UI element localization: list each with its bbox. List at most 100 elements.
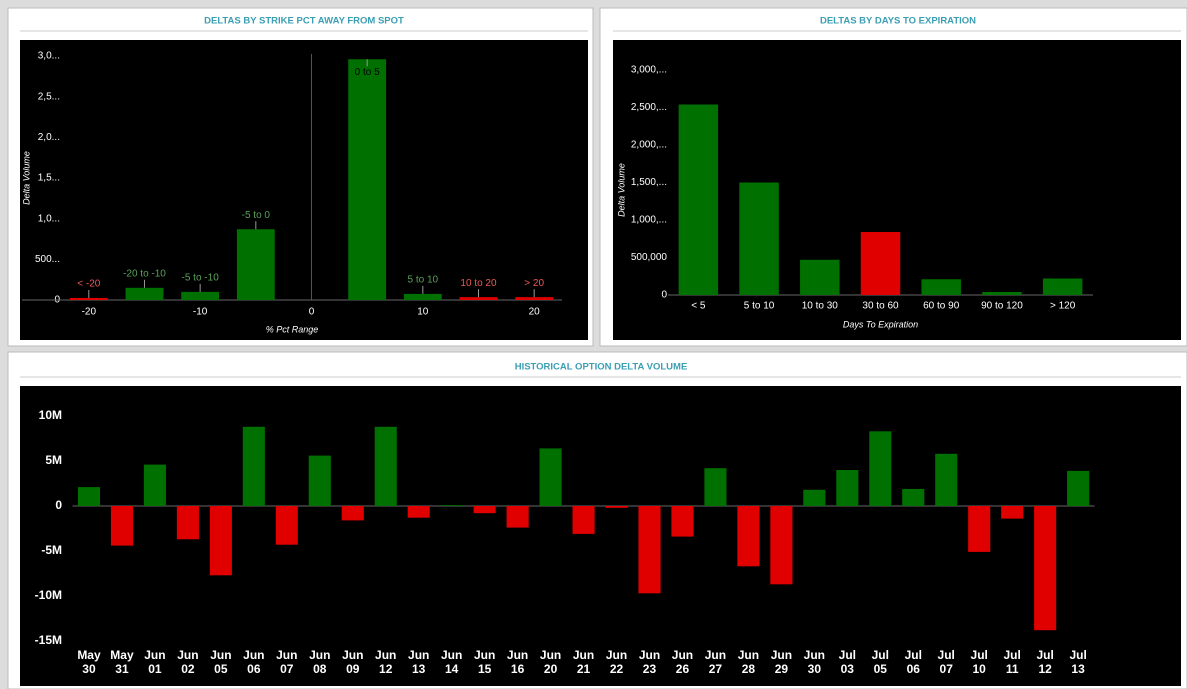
x-tick-label: Jun 21: [572, 648, 595, 676]
x-tick-label: Jun 06: [243, 648, 265, 676]
x-tick-label: Jun 30: [803, 648, 826, 676]
y-tick-label: -10M: [35, 588, 62, 602]
y-axis-label: Delta Volume: [616, 163, 626, 217]
y-tick-label: 2,500,...: [631, 102, 667, 113]
bar: [921, 279, 961, 295]
x-tick-label: May 30: [77, 648, 101, 676]
x-tick-label: Jun 13: [408, 648, 430, 676]
bar: [739, 182, 779, 295]
x-axis-label: Days To Expiration: [843, 319, 918, 329]
bar: [572, 506, 595, 534]
bar-label: -5 to -10: [182, 273, 220, 284]
panel-title: HISTORICAL OPTION DELTA VOLUME: [515, 362, 688, 373]
x-tick-label: 60 to 90: [923, 301, 960, 312]
y-tick-label: 3,000,...: [631, 65, 667, 76]
y-tick-label: 1,5...: [38, 173, 60, 184]
x-tick-label: 20: [529, 307, 541, 318]
bar: [678, 104, 719, 295]
x-tick-label: May 31: [110, 648, 134, 676]
bar-label: 5 to 10: [408, 275, 439, 286]
bar: [1001, 506, 1024, 519]
bar: [982, 292, 1022, 295]
bar: [181, 291, 220, 300]
bar-label: -20 to -10: [123, 268, 166, 279]
y-tick-label: 10M: [39, 408, 62, 422]
y-tick-label: 2,5...: [38, 91, 60, 102]
bar: [407, 506, 430, 518]
x-tick-label: Jul 05: [871, 648, 889, 676]
bar: [242, 426, 265, 506]
y-tick-label: -15M: [35, 633, 62, 647]
x-tick-label: Jun 22: [605, 648, 628, 676]
bar: [125, 287, 164, 300]
bar: [1034, 506, 1057, 631]
bar: [515, 297, 554, 300]
x-tick-label: Jul 03: [838, 648, 856, 676]
y-tick-label: 3,0...: [38, 51, 60, 62]
x-tick-label: Jun 20: [539, 648, 562, 676]
x-tick-label: Jun 27: [704, 648, 727, 676]
x-tick-label: -10: [193, 307, 208, 318]
bar: [440, 505, 463, 506]
x-tick-label: Jun 05: [210, 648, 232, 676]
y-tick-label: 0: [661, 290, 667, 301]
bar: [348, 59, 387, 301]
x-tick-label: Jun 16: [506, 648, 529, 676]
bar: [968, 506, 991, 552]
x-tick-label: 10 to 30: [802, 301, 839, 312]
bar: [902, 488, 925, 506]
bar: [671, 506, 694, 537]
bar: [737, 506, 760, 567]
y-tick-label: -5M: [41, 543, 62, 557]
bar-label: -5 to 0: [242, 210, 271, 221]
bar: [836, 470, 859, 506]
bar: [308, 455, 331, 506]
x-tick-label: Jul 11: [1003, 648, 1021, 676]
x-tick-label: -20: [82, 307, 97, 318]
x-tick-label: Jun 07: [276, 648, 298, 676]
y-tick-label: 5M: [45, 453, 62, 467]
x-tick-label: Jun 12: [375, 648, 397, 676]
y-tick-label: 500,000: [631, 252, 668, 263]
bar: [506, 506, 529, 528]
bar-label: > 20: [524, 278, 544, 289]
bar: [638, 506, 661, 594]
bar: [459, 297, 498, 300]
x-tick-label: Jun 29: [770, 648, 793, 676]
y-tick-label: 2,0...: [38, 132, 60, 143]
bar: [403, 293, 442, 300]
bar-label: 0 to 5: [355, 67, 380, 78]
bar: [869, 431, 892, 506]
x-tick-label: Jun 08: [309, 648, 331, 676]
y-tick-label: 0: [55, 498, 62, 512]
y-tick-label: 2,000,...: [631, 140, 667, 151]
x-tick-label: Jul 10: [970, 648, 988, 676]
x-tick-label: Jun 15: [473, 648, 496, 676]
y-tick-label: 1,0...: [38, 213, 60, 224]
panel-title: DELTAS BY STRIKE PCT AWAY FROM SPOT: [204, 16, 404, 27]
x-tick-label: 30 to 60: [862, 301, 899, 312]
bar: [236, 229, 275, 300]
bar: [110, 506, 134, 546]
x-tick-label: Jul 07: [937, 648, 955, 676]
bar: [605, 506, 628, 508]
x-tick-label: < 5: [691, 301, 706, 312]
y-tick-label: 500...: [35, 254, 60, 265]
plot-background: [20, 40, 588, 340]
x-tick-label: Jun 02: [177, 648, 199, 676]
bar: [374, 426, 397, 506]
bar: [77, 487, 101, 506]
bar-label: < -20: [77, 279, 101, 290]
x-tick-label: Jul 12: [1036, 648, 1054, 676]
bar: [704, 468, 727, 506]
bar: [800, 259, 840, 295]
x-tick-label: Jun 14: [440, 648, 463, 676]
x-tick-label: Jun 26: [671, 648, 694, 676]
bar: [209, 506, 232, 576]
y-tick-label: 1,000,...: [631, 215, 667, 226]
x-tick-label: > 120: [1050, 301, 1076, 312]
bar: [341, 506, 364, 521]
y-axis-label: Delta Volume: [21, 151, 31, 205]
x-tick-label: 0: [309, 307, 315, 318]
